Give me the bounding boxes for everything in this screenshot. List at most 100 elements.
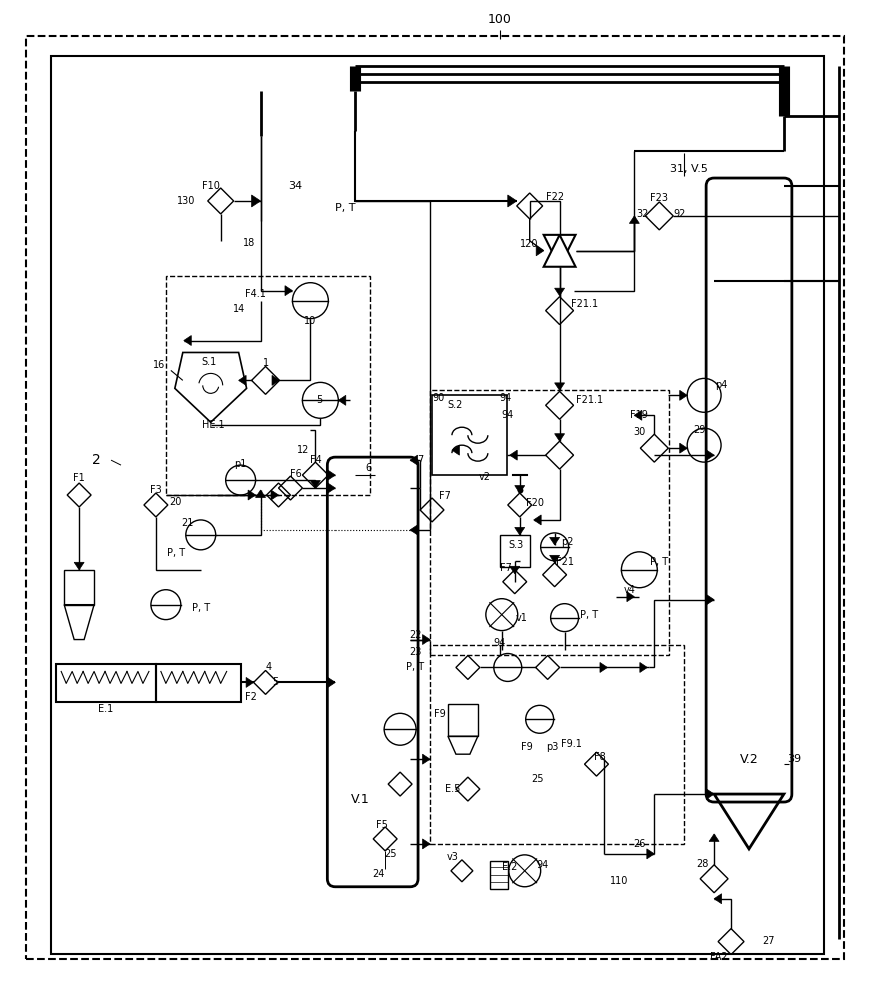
- Text: E.2: E.2: [502, 862, 517, 872]
- Bar: [430, 390, 669, 655]
- Polygon shape: [706, 595, 714, 605]
- Text: P, T: P, T: [192, 603, 210, 613]
- Text: F22: F22: [545, 192, 564, 202]
- Text: p2: p2: [561, 537, 574, 547]
- Polygon shape: [410, 455, 417, 465]
- Text: 92: 92: [673, 209, 685, 219]
- Text: 4: 4: [266, 662, 272, 672]
- Text: 18: 18: [242, 238, 254, 248]
- Polygon shape: [706, 789, 714, 799]
- Text: 2: 2: [91, 453, 100, 467]
- Text: F7: F7: [500, 563, 512, 573]
- Text: v4: v4: [624, 585, 635, 595]
- Polygon shape: [272, 375, 280, 385]
- Text: F23: F23: [651, 193, 668, 203]
- Polygon shape: [239, 375, 246, 385]
- Bar: [448, 704, 478, 736]
- Text: F8: F8: [594, 752, 605, 762]
- Text: S.2: S.2: [447, 400, 463, 410]
- Polygon shape: [555, 288, 564, 296]
- Polygon shape: [640, 662, 647, 672]
- Text: F21: F21: [556, 557, 574, 567]
- Polygon shape: [327, 483, 335, 493]
- Text: V.1: V.1: [351, 793, 369, 806]
- Text: F21.1: F21.1: [571, 299, 598, 309]
- Text: 10: 10: [304, 316, 316, 326]
- Polygon shape: [555, 434, 564, 441]
- Bar: [490, 861, 508, 889]
- Polygon shape: [252, 195, 260, 207]
- Text: 94: 94: [502, 410, 514, 420]
- Text: F6: F6: [289, 469, 301, 479]
- Text: F9: F9: [521, 742, 532, 752]
- Text: 7: 7: [417, 455, 423, 465]
- Text: v2: v2: [479, 472, 491, 482]
- Text: 6: 6: [365, 463, 371, 473]
- Polygon shape: [679, 443, 687, 453]
- Text: 28: 28: [696, 859, 708, 869]
- Polygon shape: [246, 677, 253, 687]
- Polygon shape: [537, 246, 544, 256]
- Text: E.5: E.5: [445, 784, 461, 794]
- Polygon shape: [544, 235, 576, 267]
- Text: 12: 12: [297, 445, 309, 455]
- Polygon shape: [544, 235, 576, 267]
- Text: F5: F5: [376, 820, 388, 830]
- Text: 16: 16: [152, 360, 165, 370]
- Polygon shape: [410, 525, 417, 535]
- Text: 34: 34: [288, 181, 302, 191]
- Polygon shape: [327, 677, 335, 687]
- Polygon shape: [600, 662, 607, 672]
- Text: P, T: P, T: [651, 557, 668, 567]
- Bar: [64, 570, 94, 605]
- Text: 94: 94: [494, 638, 506, 648]
- Text: 1: 1: [262, 358, 268, 368]
- Text: F21.1: F21.1: [576, 395, 603, 405]
- Text: P, T: P, T: [166, 548, 185, 558]
- Bar: [51, 56, 824, 954]
- Polygon shape: [285, 286, 293, 296]
- Text: F19: F19: [631, 410, 648, 420]
- Text: 120: 120: [521, 239, 539, 249]
- Polygon shape: [310, 481, 321, 488]
- Text: 25: 25: [531, 774, 544, 784]
- Bar: [432, 395, 507, 475]
- Text: F9.1: F9.1: [561, 739, 582, 749]
- Bar: [500, 535, 530, 567]
- Text: F20: F20: [526, 498, 544, 508]
- Text: 23: 23: [408, 647, 422, 657]
- Text: E.1: E.1: [98, 704, 114, 714]
- Text: p1: p1: [234, 459, 246, 469]
- Text: 21: 21: [182, 518, 194, 528]
- Text: F4: F4: [309, 455, 321, 465]
- Polygon shape: [510, 450, 517, 460]
- Polygon shape: [550, 537, 559, 545]
- Text: F2: F2: [245, 692, 257, 702]
- Polygon shape: [534, 515, 541, 525]
- Text: HE.1: HE.1: [202, 420, 225, 430]
- Text: 94: 94: [537, 860, 549, 870]
- Text: p4: p4: [715, 380, 727, 390]
- Polygon shape: [634, 410, 642, 420]
- Text: 110: 110: [611, 876, 629, 886]
- Text: 100: 100: [488, 13, 512, 26]
- Polygon shape: [74, 562, 84, 570]
- Text: 30: 30: [633, 427, 645, 437]
- Text: v1: v1: [516, 613, 528, 623]
- Text: 31, V.5: 31, V.5: [671, 164, 708, 174]
- Polygon shape: [248, 490, 255, 500]
- Bar: [57, 664, 156, 702]
- Text: 26: 26: [633, 839, 645, 849]
- Text: 94: 94: [500, 393, 512, 403]
- Text: V.2: V.2: [739, 753, 759, 766]
- Text: 27: 27: [763, 936, 775, 946]
- Polygon shape: [550, 555, 559, 563]
- Text: F9: F9: [434, 709, 446, 719]
- Polygon shape: [338, 395, 346, 405]
- Text: S.1: S.1: [201, 357, 216, 367]
- Bar: [156, 664, 240, 702]
- Polygon shape: [422, 635, 430, 645]
- Text: F7: F7: [439, 491, 451, 501]
- Text: 39: 39: [787, 754, 801, 764]
- Polygon shape: [706, 450, 714, 460]
